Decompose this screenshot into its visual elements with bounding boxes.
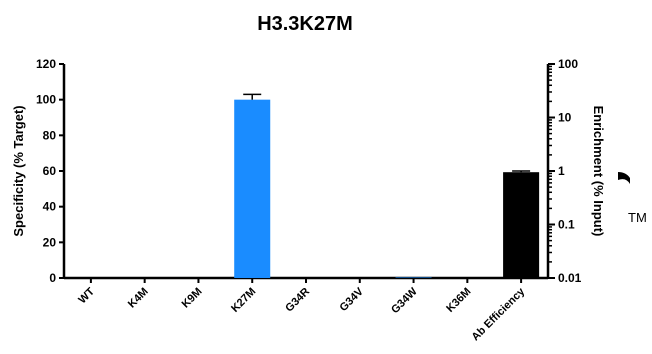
x-tick-label: G34R [283,286,312,315]
y-tick-label: 120 [36,57,56,71]
bar [503,172,540,278]
x-tick-label: Ab Efficiency [469,285,527,343]
plot-area: 0 20 40 60 80 100 120 0.01 0.1 1 10 100 WT K4M K9M K27M… [36,57,582,343]
logo-mark-icon [618,172,630,184]
y-tick-label: 100 [36,93,56,107]
x-tick-label: K27M [229,286,258,315]
y2-axis-label: Enrichment (% Input) [591,106,606,237]
bar [234,99,271,279]
y-tick-label: 0 [49,271,56,285]
y2-tick-label: 100 [558,57,578,71]
y2-tick-label: 0.1 [558,218,575,232]
x-tick-label: G34W [389,285,420,316]
x-tick-label: WT [76,285,97,306]
y2-tick-label: 0.01 [558,271,582,285]
y-tick-label: 80 [43,128,57,142]
chart-title: H3.3K27M [257,13,353,35]
y-tick-label: 60 [43,164,57,178]
x-tick-label: G34V [338,285,367,314]
x-tick-label: K36M [444,286,473,315]
y2-tick-label: 1 [558,164,565,178]
bar [395,277,432,278]
x-tick-label: K4M [126,286,151,311]
y2-tick-label: 10 [558,111,572,125]
trademark-symbol: TM [628,210,647,225]
y-tick-label: 40 [43,200,57,214]
y-tick-label: 20 [43,235,57,249]
y-axis-label: Specificity (% Target) [11,105,26,236]
x-tick-label: K9M [180,286,205,311]
